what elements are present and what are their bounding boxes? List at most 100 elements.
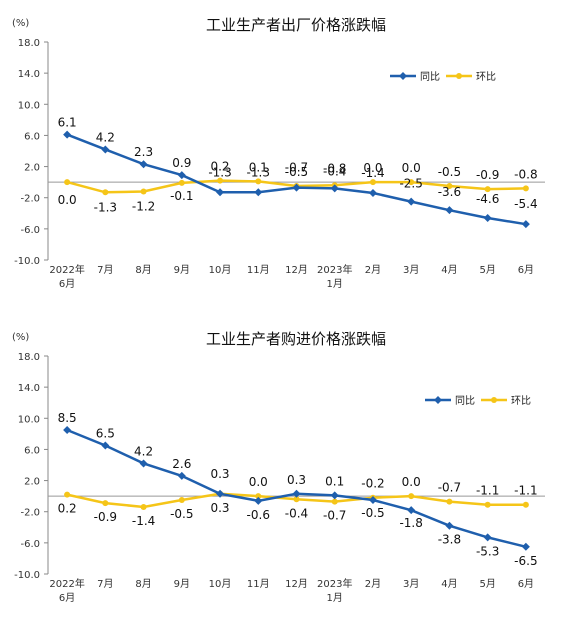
data-label-mom: -0.2 bbox=[361, 477, 384, 491]
data-point-mom bbox=[484, 186, 491, 193]
data-label-mom: -1.3 bbox=[94, 200, 117, 214]
data-point-yoy bbox=[292, 183, 301, 192]
x-tick-label: 4月 bbox=[441, 578, 457, 590]
y-tick-label: 14.0 bbox=[18, 69, 40, 80]
data-label-yoy: 6.5 bbox=[96, 427, 115, 441]
data-label-mom: -0.7 bbox=[438, 481, 461, 495]
x-tick-label: 5月 bbox=[479, 578, 495, 590]
x-tick-label: 11月 bbox=[247, 578, 270, 590]
x-tick-label: 3月 bbox=[403, 578, 419, 590]
data-label-mom: 0.3 bbox=[210, 501, 229, 515]
data-label-mom: -0.4 bbox=[285, 506, 308, 520]
x-tick-label: 7月 bbox=[97, 578, 113, 590]
data-point-yoy bbox=[177, 171, 186, 180]
y-tick-label: -10.0 bbox=[14, 570, 40, 581]
data-label-yoy: -5.3 bbox=[476, 544, 499, 558]
x-tick-label: 4月 bbox=[441, 264, 457, 276]
x-tick-label: 1月 bbox=[327, 592, 343, 604]
y-tick-label: 2.0 bbox=[24, 163, 40, 174]
data-label-mom: -0.5 bbox=[438, 165, 461, 179]
data-label-yoy: -5.4 bbox=[514, 197, 537, 211]
data-label-mom: -0.8 bbox=[514, 167, 537, 181]
data-point-yoy bbox=[63, 425, 72, 434]
data-label-mom: 0.0 bbox=[402, 475, 421, 489]
legend-marker bbox=[434, 396, 442, 404]
data-point-yoy bbox=[330, 491, 339, 500]
data-label-yoy: -2.5 bbox=[399, 177, 422, 191]
data-label-yoy: -0.6 bbox=[247, 508, 270, 522]
data-point-yoy bbox=[521, 220, 530, 229]
data-point-mom bbox=[408, 493, 415, 500]
data-point-mom bbox=[331, 498, 338, 505]
data-label-yoy: -1.3 bbox=[247, 165, 270, 179]
data-point-mom bbox=[140, 188, 147, 195]
data-point-mom bbox=[255, 178, 262, 185]
data-point-yoy bbox=[521, 542, 530, 551]
data-point-yoy bbox=[483, 533, 492, 542]
data-label-yoy: 2.3 bbox=[134, 145, 153, 159]
data-point-mom bbox=[293, 496, 300, 503]
data-point-yoy bbox=[216, 489, 225, 498]
x-tick-label: 2022年 bbox=[49, 577, 84, 590]
data-point-yoy bbox=[407, 506, 416, 515]
data-label-yoy: -4.6 bbox=[476, 192, 499, 206]
legend-label: 环比 bbox=[511, 395, 531, 407]
data-point-yoy bbox=[101, 145, 110, 154]
y-tick-label: 10.0 bbox=[18, 100, 40, 111]
data-label-mom: 0.1 bbox=[249, 160, 268, 174]
data-point-mom bbox=[178, 179, 185, 186]
legend-marker bbox=[399, 72, 407, 80]
data-label-yoy: -1.8 bbox=[399, 516, 422, 530]
y-tick-label: 6.0 bbox=[24, 131, 40, 142]
data-point-yoy bbox=[139, 459, 148, 468]
y-tick-label: 2.0 bbox=[24, 477, 40, 488]
y-axis-unit: (%) bbox=[12, 332, 29, 343]
data-point-yoy bbox=[101, 441, 110, 450]
data-label-mom: -1.4 bbox=[132, 514, 155, 528]
x-tick-label: 9月 bbox=[174, 578, 190, 590]
data-label-yoy: 0.3 bbox=[287, 473, 306, 487]
data-label-yoy: -0.8 bbox=[323, 161, 346, 175]
x-tick-label: 12月 bbox=[285, 264, 308, 276]
data-label-yoy: -0.7 bbox=[285, 161, 308, 175]
data-label-yoy: 0.9 bbox=[172, 156, 191, 170]
data-label-yoy: 0.1 bbox=[325, 474, 344, 488]
legend-label: 同比 bbox=[455, 395, 475, 407]
data-label-mom: -0.5 bbox=[170, 507, 193, 521]
y-tick-label: 10.0 bbox=[18, 414, 40, 425]
x-tick-label: 6月 bbox=[59, 592, 75, 604]
x-tick-label: 10月 bbox=[209, 578, 232, 590]
data-point-mom bbox=[446, 183, 453, 190]
x-tick-label: 6月 bbox=[518, 264, 534, 276]
data-label-mom: 0.0 bbox=[58, 193, 77, 207]
chart-svg: 工业生产者出厂价格涨跌幅 (%) 18.0 14.0 10.0 6.0 2.0 -2.0 -6.… bbox=[12, 16, 545, 290]
x-tick-label: 1月 bbox=[327, 278, 343, 290]
data-label-mom: -0.5 bbox=[285, 165, 308, 179]
data-label-mom: 0.0 bbox=[402, 161, 421, 175]
data-point-mom bbox=[102, 189, 109, 196]
data-label-mom: -0.9 bbox=[476, 168, 499, 182]
x-tick-label: 2023年 bbox=[317, 263, 352, 276]
data-label-yoy: 8.5 bbox=[58, 411, 77, 425]
y-tick-label: 6.0 bbox=[24, 445, 40, 456]
y-tick-label: -10.0 bbox=[14, 256, 40, 267]
data-point-mom bbox=[255, 493, 262, 500]
data-point-mom bbox=[217, 177, 224, 184]
legend-label: 同比 bbox=[420, 71, 440, 83]
data-label-yoy: 2.6 bbox=[172, 457, 191, 471]
y-tick-label: 14.0 bbox=[18, 383, 40, 394]
data-label-mom: -0.9 bbox=[94, 510, 117, 524]
x-tick-label: 11月 bbox=[247, 264, 270, 276]
chart-panel-producer-purchase-prices: 工业生产者购进价格涨跌幅 (%) 18.0 14.0 10.0 6.0 2.0 -2.0 -6.… bbox=[0, 314, 572, 628]
data-point-yoy bbox=[254, 496, 263, 505]
data-label-yoy: -1.3 bbox=[208, 165, 231, 179]
x-tick-label: 10月 bbox=[209, 264, 232, 276]
data-label-yoy: 6.1 bbox=[58, 116, 77, 130]
data-label-yoy: -3.6 bbox=[438, 185, 461, 199]
data-point-yoy bbox=[445, 206, 454, 215]
data-label-yoy: 4.2 bbox=[134, 444, 153, 458]
data-point-yoy bbox=[330, 184, 339, 193]
data-label-yoy: 4.2 bbox=[96, 130, 115, 144]
data-point-yoy bbox=[216, 188, 225, 197]
legend-marker bbox=[456, 73, 462, 79]
